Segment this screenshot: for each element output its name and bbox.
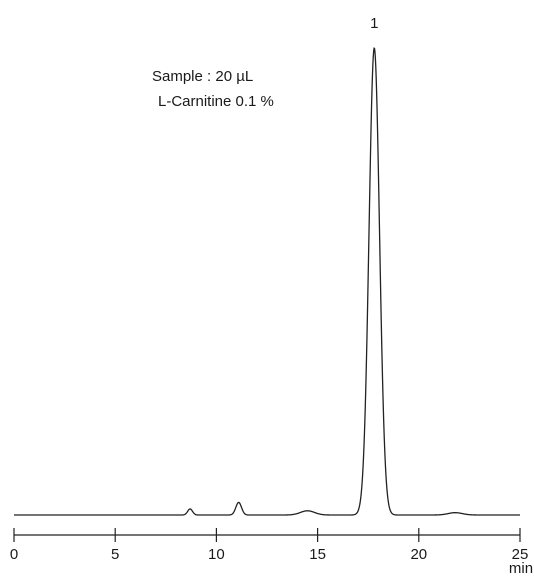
x-tick-label: 10 xyxy=(208,546,225,563)
x-tick-label: 20 xyxy=(410,546,427,563)
x-tick-label: 5 xyxy=(111,546,119,563)
x-tick-label: 25 xyxy=(512,546,529,563)
chromatogram-trace xyxy=(14,47,520,516)
x-axis: 0 5 10 15 20 25 xyxy=(10,528,529,563)
peak-labels: 1 xyxy=(370,15,378,32)
x-tick-label: 15 xyxy=(309,546,326,563)
x-tick-label: 0 xyxy=(10,546,18,563)
analyte-annotation: L-Carnitine 0.1 % xyxy=(158,93,274,110)
peak-label: 1 xyxy=(370,15,378,32)
sample-annotation: Sample : 20 µL xyxy=(152,68,253,85)
x-axis-unit-label: min xyxy=(509,560,533,576)
